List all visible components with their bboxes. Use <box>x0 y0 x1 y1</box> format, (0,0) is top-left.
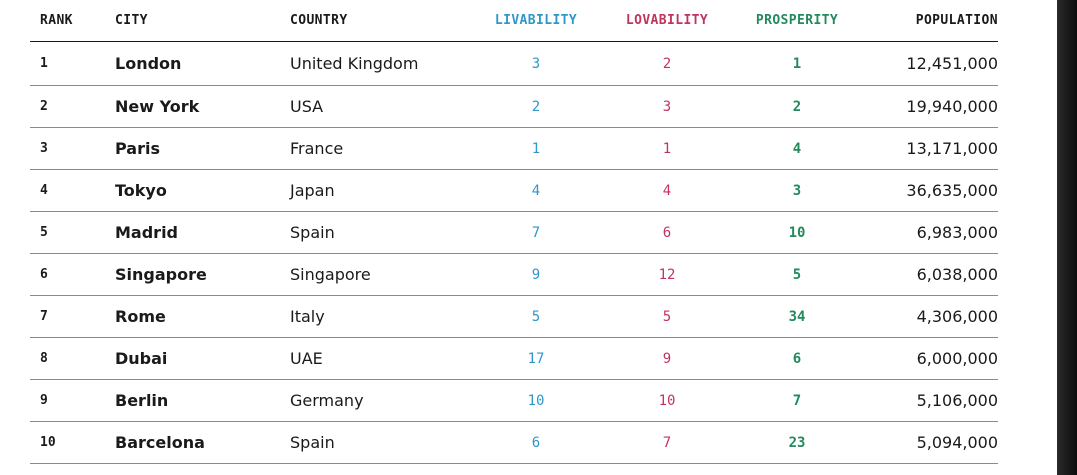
cell-rank: 10 <box>30 421 115 464</box>
cell-population: 19,940,000 <box>872 85 998 128</box>
header-city: CITY <box>115 0 290 42</box>
header-population: POPULATION <box>872 0 998 42</box>
cell-city: Tokyo <box>115 169 290 212</box>
cell-livability: 5 <box>460 295 612 338</box>
cell-country: Spain <box>290 211 460 254</box>
cell-lovability: 7 <box>612 421 722 464</box>
cell-city: Barcelona <box>115 421 290 464</box>
cell-prosperity: 6 <box>722 337 872 380</box>
header-rank: RANK <box>30 0 115 42</box>
cell-rank: 5 <box>30 211 115 254</box>
header-row: RANK CITY COUNTRY LIVABILITY LOVABILITY … <box>30 0 998 42</box>
cell-population: 4,306,000 <box>872 295 998 338</box>
cell-rank: 3 <box>30 127 115 170</box>
table-body: 1 London United Kingdom 3 2 1 12,451,000… <box>30 41 998 464</box>
cell-rank: 8 <box>30 337 115 380</box>
table-row: 3 Paris France 1 1 4 13,171,000 <box>30 127 998 170</box>
cell-country: Italy <box>290 295 460 338</box>
table-row: 1 London United Kingdom 3 2 1 12,451,000 <box>30 41 998 86</box>
cell-rank: 6 <box>30 253 115 296</box>
cell-livability: 3 <box>460 41 612 86</box>
cell-country: France <box>290 127 460 170</box>
cell-city: Berlin <box>115 379 290 422</box>
cell-city: Rome <box>115 295 290 338</box>
cell-rank: 4 <box>30 169 115 212</box>
cell-lovability: 9 <box>612 337 722 380</box>
cell-prosperity: 34 <box>722 295 872 338</box>
window-edge-shade <box>1057 0 1077 475</box>
cell-livability: 2 <box>460 85 612 128</box>
cell-prosperity: 7 <box>722 379 872 422</box>
table-header: RANK CITY COUNTRY LIVABILITY LOVABILITY … <box>30 0 998 42</box>
cell-prosperity: 23 <box>722 421 872 464</box>
cell-prosperity: 10 <box>722 211 872 254</box>
table-row: 5 Madrid Spain 7 6 10 6,983,000 <box>30 211 998 254</box>
cell-lovability: 10 <box>612 379 722 422</box>
table-row: 4 Tokyo Japan 4 4 3 36,635,000 <box>30 169 998 212</box>
cell-lovability: 2 <box>612 41 722 86</box>
cell-lovability: 5 <box>612 295 722 338</box>
cell-city: Paris <box>115 127 290 170</box>
cell-lovability: 4 <box>612 169 722 212</box>
cell-country: United Kingdom <box>290 41 460 86</box>
cell-country: Singapore <box>290 253 460 296</box>
table-row: 8 Dubai UAE 17 9 6 6,000,000 <box>30 337 998 380</box>
cell-lovability: 1 <box>612 127 722 170</box>
cell-livability: 10 <box>460 379 612 422</box>
cell-population: 5,106,000 <box>872 379 998 422</box>
cell-livability: 4 <box>460 169 612 212</box>
cell-lovability: 3 <box>612 85 722 128</box>
header-lovability: LOVABILITY <box>612 0 722 42</box>
cell-rank: 1 <box>30 41 115 86</box>
cell-country: Germany <box>290 379 460 422</box>
cell-population: 6,000,000 <box>872 337 998 380</box>
cell-livability: 17 <box>460 337 612 380</box>
cell-livability: 1 <box>460 127 612 170</box>
cell-population: 6,038,000 <box>872 253 998 296</box>
table-row: 9 Berlin Germany 10 10 7 5,106,000 <box>30 379 998 422</box>
cell-prosperity: 3 <box>722 169 872 212</box>
cell-city: Madrid <box>115 211 290 254</box>
cell-city: London <box>115 41 290 86</box>
cell-city: New York <box>115 85 290 128</box>
cell-rank: 9 <box>30 379 115 422</box>
cell-population: 12,451,000 <box>872 41 998 86</box>
header-prosperity: PROSPERITY <box>722 0 872 42</box>
cell-population: 6,983,000 <box>872 211 998 254</box>
cell-population: 13,171,000 <box>872 127 998 170</box>
cell-city: Singapore <box>115 253 290 296</box>
cell-livability: 6 <box>460 421 612 464</box>
cell-population: 5,094,000 <box>872 421 998 464</box>
cell-population: 36,635,000 <box>872 169 998 212</box>
cell-city: Dubai <box>115 337 290 380</box>
cell-country: Spain <box>290 421 460 464</box>
cell-prosperity: 4 <box>722 127 872 170</box>
table-row: 6 Singapore Singapore 9 12 5 6,038,000 <box>30 253 998 296</box>
header-livability: LIVABILITY <box>460 0 612 42</box>
cell-lovability: 6 <box>612 211 722 254</box>
cell-livability: 7 <box>460 211 612 254</box>
cell-country: UAE <box>290 337 460 380</box>
city-ranking-table: RANK CITY COUNTRY LIVABILITY LOVABILITY … <box>30 0 998 464</box>
table-row: 2 New York USA 2 3 2 19,940,000 <box>30 85 998 128</box>
cell-livability: 9 <box>460 253 612 296</box>
cell-prosperity: 1 <box>722 41 872 86</box>
cell-country: Japan <box>290 169 460 212</box>
cell-lovability: 12 <box>612 253 722 296</box>
cell-rank: 7 <box>30 295 115 338</box>
cell-country: USA <box>290 85 460 128</box>
table-row: 7 Rome Italy 5 5 34 4,306,000 <box>30 295 998 338</box>
cell-prosperity: 5 <box>722 253 872 296</box>
cell-rank: 2 <box>30 85 115 128</box>
table-row: 10 Barcelona Spain 6 7 23 5,094,000 <box>30 421 998 464</box>
header-country: COUNTRY <box>290 0 460 42</box>
cell-prosperity: 2 <box>722 85 872 128</box>
